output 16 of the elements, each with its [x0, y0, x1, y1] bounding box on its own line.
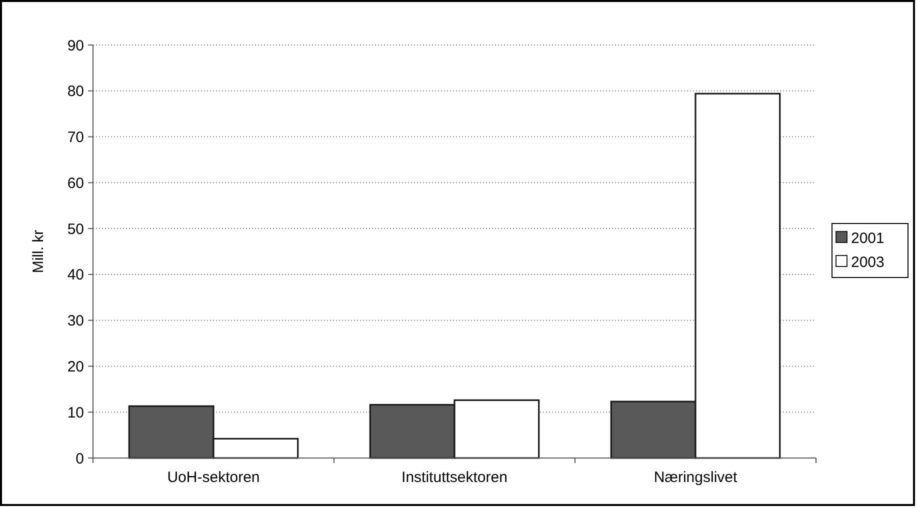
x-tick-label: Instituttsektoren [402, 469, 508, 486]
x-tick-label: Næringslivet [654, 469, 738, 486]
y-tick-label: 20 [67, 358, 84, 376]
y-tick-label: 40 [67, 266, 84, 284]
y-tick-label: 80 [67, 83, 84, 100]
x-tick-label: UoH-sektoren [167, 469, 260, 486]
legend-label: 2003 [851, 254, 884, 271]
y-tick-label: 70 [67, 129, 84, 146]
legend-label: 2001 [851, 230, 884, 247]
y-tick-label: 30 [67, 312, 84, 330]
y-tick-label: 90 [67, 37, 84, 54]
y-tick-label: 60 [67, 174, 84, 192]
y-tick-label: 0 [76, 450, 84, 468]
y-tick-label: 10 [67, 404, 84, 422]
y-tick-label: 50 [67, 220, 84, 238]
y-axis-title: Mill. kr [30, 230, 47, 274]
